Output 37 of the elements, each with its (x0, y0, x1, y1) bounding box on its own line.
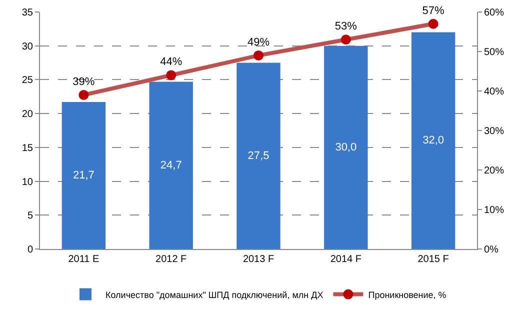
data-label: 53% (334, 20, 358, 33)
y-tick-label: 30 (22, 41, 34, 52)
x-tick-label: 2014 F (330, 254, 362, 265)
y-tick-label: 5 (27, 210, 34, 222)
y2-tick-label: 30% (484, 126, 504, 137)
y-tick-label: 25 (22, 75, 34, 86)
x-tick-label: 2015 F (418, 254, 449, 265)
bar (62, 102, 106, 249)
data-label: 27,5 (248, 150, 270, 162)
data-label: 39% (72, 76, 95, 88)
data-label: 57% (422, 4, 445, 17)
bar (149, 82, 193, 249)
data-label: 44% (160, 56, 182, 68)
bar (236, 62, 280, 249)
y2-tick-label: 0% (484, 244, 499, 256)
y2-tick-label: 60% (484, 8, 504, 18)
data-label: 32,0 (422, 134, 444, 147)
x-tick-label: 2012 F (156, 254, 187, 265)
bar (411, 32, 456, 249)
x-tick-label: 2013 F (242, 254, 274, 265)
y2-tick-label: 20% (484, 166, 504, 176)
data-label: 24,7 (160, 159, 182, 172)
y2-tick-label: 10% (484, 205, 504, 216)
y2-tick-label: 40% (484, 86, 504, 98)
data-label: 49% (247, 36, 270, 48)
y-tick-label: 0 (27, 244, 34, 256)
y-tick-label: 15 (22, 142, 34, 154)
legend-label: Количество "домашних" ШПД подключений, млн ДХ (106, 290, 324, 300)
data-label: 30,0 (335, 141, 357, 154)
y-tick-label: 20 (22, 109, 34, 120)
x-tick-label: 2011 E (68, 254, 100, 265)
legend-label: Проникновение, % (368, 290, 446, 300)
data-label: 21,7 (72, 170, 94, 182)
y-tick-label: 10 (22, 176, 34, 188)
bar (324, 46, 368, 249)
y2-tick-label: 50% (484, 47, 504, 58)
y-tick-label: 35 (22, 8, 34, 18)
